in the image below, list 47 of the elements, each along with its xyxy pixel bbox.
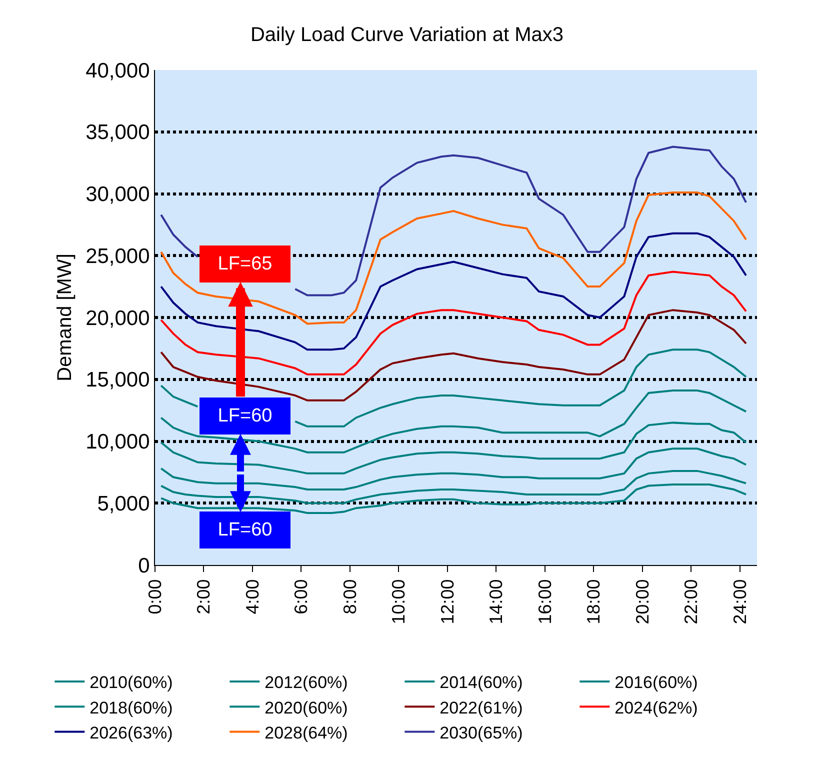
line-series — [160, 192, 748, 325]
x-tick-label: 22:00 — [681, 579, 702, 624]
x-tick-label: 14:00 — [486, 579, 506, 624]
y-tick-label: 40,000 — [86, 59, 150, 82]
x-tick-label: 12:00 — [437, 579, 458, 624]
legend-label: 2020(60%) — [264, 698, 348, 718]
x-tick-label: 4:00 — [242, 579, 262, 614]
legend-label: 2030(65%) — [440, 723, 523, 742]
chart-title: Daily Load Curve Variation at Max3 — [250, 24, 564, 46]
x-tick-label: 2:00 — [194, 579, 214, 614]
y-tick-label: 10,000 — [86, 430, 150, 454]
y-tick-label: 20,000 — [86, 306, 150, 330]
legend-label: 2018(60%) — [90, 698, 173, 718]
line-series — [160, 309, 748, 402]
x-tick-label: 24:00 — [730, 579, 750, 624]
annotation: LF=60 — [218, 520, 272, 540]
line-series — [160, 484, 748, 514]
x-tick-label: 20:00 — [632, 579, 652, 624]
line-series — [160, 270, 748, 376]
annotation: LF=60 — [218, 406, 272, 426]
y-tick-label: 30,000 — [86, 183, 150, 206]
legend-label: 2022(61%) — [440, 698, 523, 718]
line-series — [160, 470, 748, 504]
y-axis-title: Demand [MW] — [54, 254, 76, 382]
x-tick-label: 6:00 — [291, 579, 312, 614]
legend-label: 2024(62%) — [614, 698, 698, 718]
legend-label: 2028(64%) — [264, 723, 348, 742]
y-tick-label: 35,000 — [86, 121, 150, 144]
line-series — [160, 390, 748, 454]
x-tick-label: 18:00 — [584, 579, 604, 624]
x-tick-label: 10:00 — [388, 579, 409, 624]
legend-label: 2010(60%) — [90, 673, 173, 692]
legend-label: 2014(60%) — [440, 673, 523, 692]
legend-label: 2012(60%) — [264, 673, 348, 692]
annotation: LF=65 — [218, 254, 272, 274]
y-tick-label: 15,000 — [86, 368, 150, 392]
line-series — [160, 232, 748, 351]
x-tick-label: 8:00 — [340, 579, 360, 614]
line-series — [160, 422, 748, 474]
y-tick-label: 5,000 — [97, 492, 150, 516]
y-tick-label: 25,000 — [86, 244, 150, 268]
legend-label: 2016(60%) — [614, 673, 698, 692]
legend-label: 2026(63%) — [90, 723, 173, 742]
x-tick-label: 0:00 — [144, 579, 165, 614]
line-series — [160, 448, 748, 491]
x-tick-label: 16:00 — [534, 579, 555, 624]
y-tick-label: 0 — [138, 554, 150, 578]
